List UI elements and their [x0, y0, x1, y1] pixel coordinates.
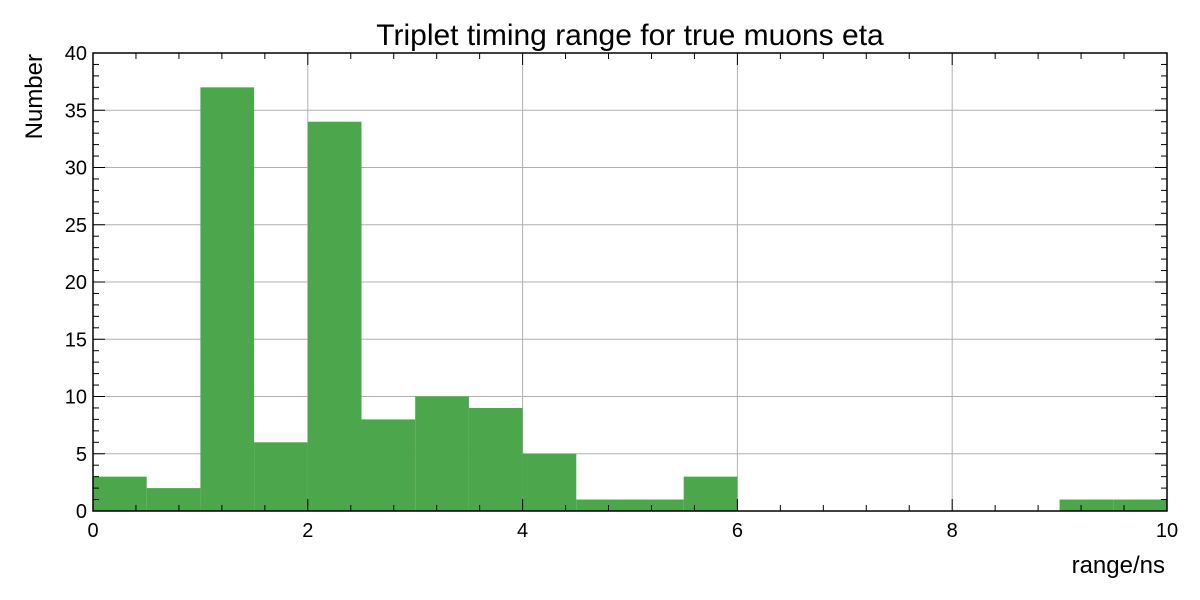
x-tick-label: 8 — [947, 520, 958, 542]
histogram-bar — [415, 396, 469, 511]
y-tick-label: 5 — [76, 444, 87, 466]
histogram-bar — [1113, 499, 1167, 511]
y-tick-labels: 0 5 10 15 20 25 30 35 40 — [65, 43, 87, 523]
x-tick-label: 4 — [517, 520, 528, 542]
histogram-bar — [576, 499, 630, 511]
y-tick-label: 25 — [65, 215, 87, 237]
x-tick-label: 2 — [302, 520, 313, 542]
chart-title: Triplet timing range for true muons eta — [376, 19, 884, 52]
y-axis-label: Number — [21, 54, 48, 139]
y-tick-label: 0 — [76, 501, 87, 523]
y-tick-label: 20 — [65, 272, 87, 294]
histogram-bar — [630, 499, 684, 511]
x-tick-label: 10 — [1156, 520, 1178, 542]
bars — [93, 87, 1167, 511]
histogram-bar — [1059, 499, 1114, 511]
x-tick-labels: 0 2 4 6 8 10 — [87, 520, 1178, 542]
y-tick-label: 40 — [65, 43, 87, 65]
histogram-bar — [307, 121, 362, 511]
x-tick-label: 6 — [732, 520, 743, 542]
histogram-bar — [200, 87, 255, 511]
histogram-bar — [254, 442, 308, 511]
x-axis-label: range/ns — [1072, 552, 1165, 579]
y-tick-label: 10 — [65, 387, 87, 409]
y-tick-label: 30 — [65, 158, 87, 180]
histogram-bar — [522, 453, 577, 511]
histogram-bar — [93, 476, 147, 511]
tick-marks — [92, 52, 1168, 512]
y-tick-label: 15 — [65, 329, 87, 351]
histogram-bar — [361, 419, 416, 511]
histogram-bar — [683, 476, 738, 511]
y-tick-label: 35 — [65, 100, 87, 122]
x-tick-label: 0 — [87, 520, 98, 542]
histogram-bar — [468, 407, 523, 511]
histogram-bar — [146, 488, 201, 511]
